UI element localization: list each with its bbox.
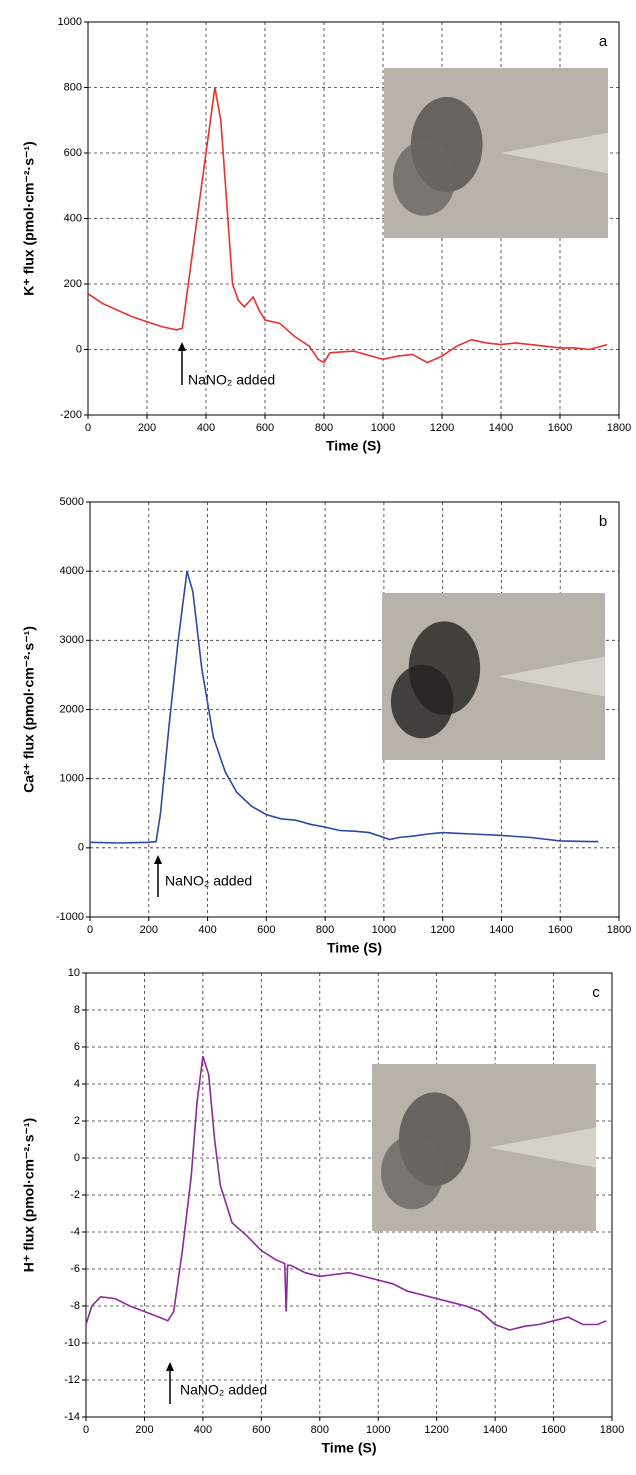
y-tick-label: 10 <box>68 967 80 979</box>
x-tick-label: 1400 <box>483 1424 507 1436</box>
panel-label: c <box>592 984 600 1001</box>
x-tick-label: 1200 <box>424 1424 448 1436</box>
x-tick-label: 600 <box>256 422 274 434</box>
y-tick-label: 6 <box>74 1041 80 1053</box>
y-tick-label: 600 <box>64 147 82 159</box>
x-tick-label: 1000 <box>371 422 395 434</box>
y-tick-label: 2000 <box>60 703 84 715</box>
cell-cluster <box>380 1135 444 1210</box>
x-tick-label: 400 <box>197 422 215 434</box>
x-tick-label: 1000 <box>372 924 396 936</box>
x-tick-label: 1800 <box>607 924 631 936</box>
y-tick-label: 1000 <box>58 16 82 28</box>
x-tick-label: 400 <box>198 924 216 936</box>
y-tick-label: -8 <box>70 1300 80 1312</box>
x-tick-label: 1600 <box>541 1424 565 1436</box>
y-tick-label: -200 <box>60 409 82 421</box>
x-tick-label: 800 <box>315 422 333 434</box>
y-tick-label: -12 <box>64 1374 80 1386</box>
panel-label: a <box>599 33 608 50</box>
x-tick-label: 200 <box>135 1424 153 1436</box>
inset-photo <box>372 1064 596 1231</box>
data-line <box>89 570 599 844</box>
x-axis-title: Time (S) <box>326 438 381 454</box>
y-axis-title: K⁺ flux (pmol·cm⁻²·s⁻¹) <box>21 141 37 295</box>
x-tick-label: 1200 <box>430 924 454 936</box>
y-tick-label: -14 <box>64 1411 80 1423</box>
y-tick-label: 8 <box>74 1004 80 1016</box>
x-tick-label: 600 <box>252 1424 270 1436</box>
arrow-head <box>178 342 186 351</box>
y-tick-label: 1000 <box>60 773 84 785</box>
x-tick-label: 0 <box>83 1424 89 1436</box>
plot-frame <box>89 501 620 918</box>
y-tick-label: -2 <box>70 1189 80 1201</box>
y-tick-label: 400 <box>64 212 82 224</box>
x-tick-label: 600 <box>257 924 275 936</box>
x-tick-label: 1000 <box>366 1424 390 1436</box>
x-tick-label: 1800 <box>600 1424 624 1436</box>
x-tick-label: 1600 <box>548 924 572 936</box>
annotation: NaNO₂ added <box>165 873 252 889</box>
inset-photo <box>382 593 605 760</box>
x-tick-label: 800 <box>316 924 334 936</box>
x-axis-title: Time (S) <box>327 940 382 956</box>
x-tick-label: 1800 <box>607 422 631 434</box>
x-tick-label: 200 <box>140 924 158 936</box>
y-tick-label: 200 <box>64 278 82 290</box>
y-tick-label: -4 <box>70 1226 80 1238</box>
cell-cluster <box>390 664 454 739</box>
y-axis-title: Ca²⁺ flux (pmol·cm⁻²·s⁻¹) <box>21 626 37 793</box>
inset-photo <box>384 68 608 238</box>
y-tick-label: 0 <box>76 343 82 355</box>
annotation: NaNO₂ added <box>188 372 275 388</box>
x-tick-label: 800 <box>311 1424 329 1436</box>
x-axis-title: Time (S) <box>322 1440 377 1456</box>
y-tick-label: 4000 <box>60 565 84 577</box>
y-tick-label: 3000 <box>60 634 84 646</box>
x-tick-label: 1400 <box>489 924 513 936</box>
y-axis-title: H⁺ flux (pmol·cm⁻²·s⁻¹) <box>21 1118 37 1272</box>
arrow-head <box>166 1362 174 1371</box>
y-tick-label: -10 <box>64 1337 80 1349</box>
y-tick-label: 2 <box>74 1115 80 1127</box>
x-tick-label: 0 <box>87 924 93 936</box>
arrow-head <box>154 855 162 864</box>
x-tick-label: 0 <box>85 422 91 434</box>
cell-cluster <box>392 141 456 216</box>
data-line <box>85 1056 607 1331</box>
panel-label: b <box>599 513 607 530</box>
electrode <box>488 1127 596 1168</box>
data-line <box>87 87 608 364</box>
x-tick-label: 1200 <box>430 422 454 434</box>
y-tick-label: 0 <box>78 842 84 854</box>
x-tick-label: 200 <box>138 422 156 434</box>
annotation: NaNO₂ added <box>180 1382 267 1398</box>
electrode <box>500 132 608 174</box>
plot-frame <box>87 21 620 416</box>
y-tick-label: -6 <box>70 1263 80 1275</box>
x-tick-label: 400 <box>194 1424 212 1436</box>
y-tick-label: 0 <box>74 1152 80 1164</box>
y-tick-label: 4 <box>74 1078 80 1090</box>
plot-frame <box>85 972 613 1418</box>
electrode <box>497 656 605 697</box>
y-tick-label: -1000 <box>56 911 84 923</box>
x-tick-label: 1600 <box>548 422 572 434</box>
x-tick-label: 1400 <box>489 422 513 434</box>
y-tick-label: 5000 <box>60 496 84 508</box>
y-tick-label: 800 <box>64 81 82 93</box>
